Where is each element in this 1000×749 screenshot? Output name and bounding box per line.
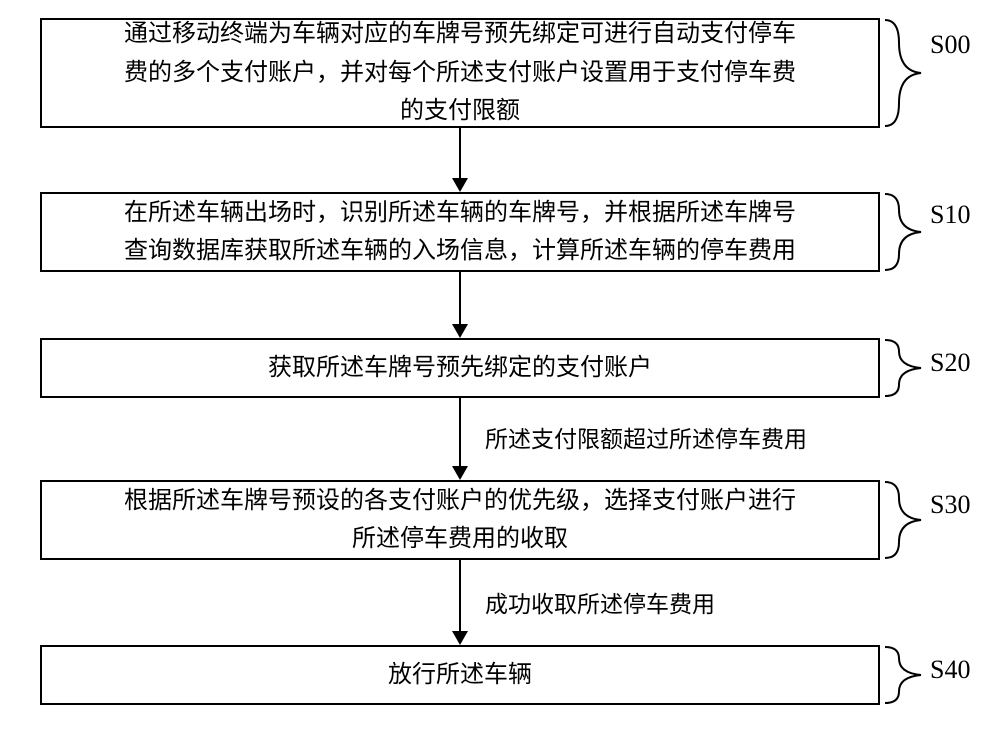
flow-step-s10-text: 在所述车辆出场时，识别所述车辆的车牌号，并根据所述车牌号 查询数据库获取所述车辆…	[124, 194, 796, 271]
edge-label-s20-s30: 所述支付限额超过所述停车费用	[485, 420, 807, 454]
curly-s30	[885, 480, 925, 560]
curly-s40	[885, 645, 925, 705]
flow-step-s20-text: 获取所述车牌号预先绑定的支付账户	[268, 349, 652, 387]
arrow-s30-s40	[448, 560, 472, 645]
flow-step-s00-text: 通过移动终端为车辆对应的车牌号预先绑定可进行自动支付停车 费的多个支付账户，并对…	[124, 15, 796, 130]
flow-step-s40-text: 放行所述车辆	[388, 656, 532, 694]
flow-step-s10: 在所述车辆出场时，识别所述车辆的车牌号，并根据所述车牌号 查询数据库获取所述车辆…	[40, 192, 880, 272]
arrow-s20-s30	[448, 398, 472, 480]
flow-step-s40: 放行所述车辆	[40, 645, 880, 705]
curly-s00	[885, 18, 925, 128]
curly-s10	[885, 192, 925, 272]
arrow-s10-s20	[448, 272, 472, 338]
arrow-s00-s10	[448, 128, 472, 192]
edge-label-s30-s40: 成功收取所述停车费用	[485, 585, 715, 619]
step-label-s40: S40	[930, 655, 970, 685]
step-label-s30: S30	[930, 490, 970, 520]
flow-step-s00: 通过移动终端为车辆对应的车牌号预先绑定可进行自动支付停车 费的多个支付账户，并对…	[40, 18, 880, 128]
curly-s20	[885, 338, 925, 398]
flow-step-s30: 根据所述车牌号预设的各支付账户的优先级，选择支付账户进行 所述停车费用的收取	[40, 480, 880, 560]
flow-step-s30-text: 根据所述车牌号预设的各支付账户的优先级，选择支付账户进行 所述停车费用的收取	[124, 482, 796, 559]
step-label-s20: S20	[930, 348, 970, 378]
step-label-s10: S10	[930, 200, 970, 230]
step-label-s00: S00	[930, 30, 970, 60]
flow-step-s20: 获取所述车牌号预先绑定的支付账户	[40, 338, 880, 398]
